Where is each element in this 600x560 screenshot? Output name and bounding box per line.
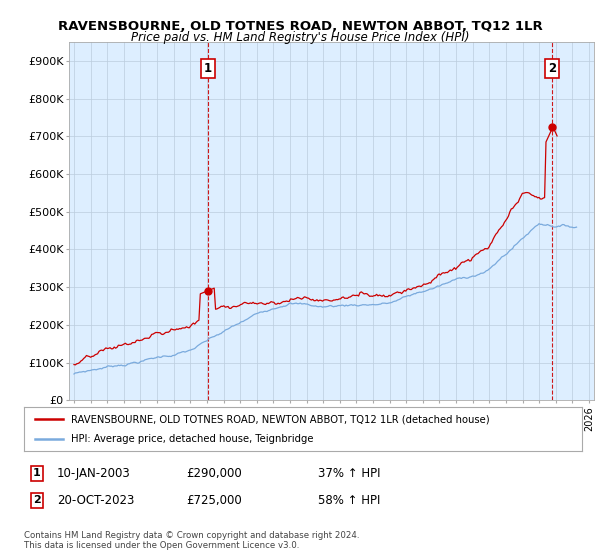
Text: 1: 1 bbox=[203, 62, 212, 75]
Text: 1: 1 bbox=[33, 468, 41, 478]
Text: Price paid vs. HM Land Registry's House Price Index (HPI): Price paid vs. HM Land Registry's House … bbox=[131, 31, 469, 44]
Text: 2: 2 bbox=[33, 495, 41, 505]
Text: £290,000: £290,000 bbox=[186, 466, 242, 480]
Text: £725,000: £725,000 bbox=[186, 493, 242, 507]
Text: 37% ↑ HPI: 37% ↑ HPI bbox=[318, 466, 380, 480]
Text: Contains HM Land Registry data © Crown copyright and database right 2024.
This d: Contains HM Land Registry data © Crown c… bbox=[24, 531, 359, 550]
Text: RAVENSBOURNE, OLD TOTNES ROAD, NEWTON ABBOT, TQ12 1LR (detached house): RAVENSBOURNE, OLD TOTNES ROAD, NEWTON AB… bbox=[71, 414, 490, 424]
Text: 20-OCT-2023: 20-OCT-2023 bbox=[57, 493, 134, 507]
Text: HPI: Average price, detached house, Teignbridge: HPI: Average price, detached house, Teig… bbox=[71, 433, 314, 444]
Text: 10-JAN-2003: 10-JAN-2003 bbox=[57, 466, 131, 480]
Text: 58% ↑ HPI: 58% ↑ HPI bbox=[318, 493, 380, 507]
Text: 2: 2 bbox=[548, 62, 557, 75]
Text: RAVENSBOURNE, OLD TOTNES ROAD, NEWTON ABBOT, TQ12 1LR: RAVENSBOURNE, OLD TOTNES ROAD, NEWTON AB… bbox=[58, 20, 542, 32]
